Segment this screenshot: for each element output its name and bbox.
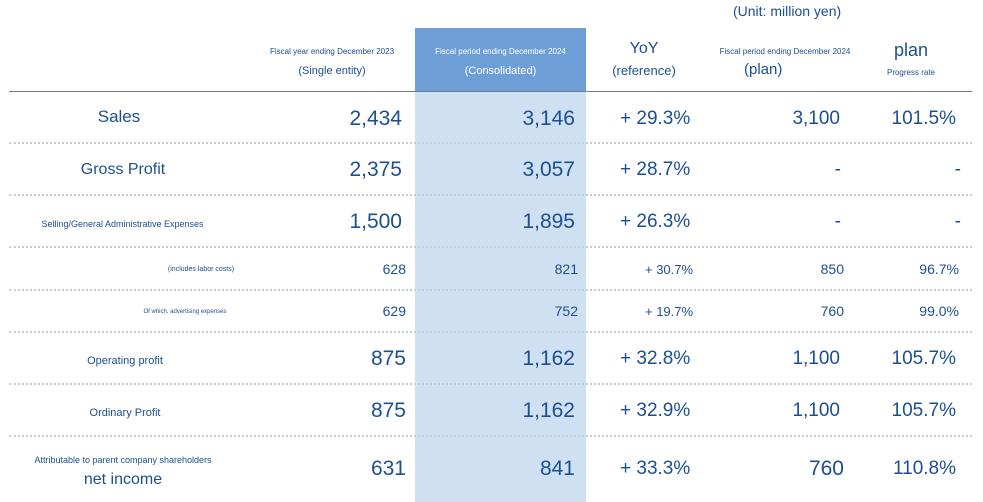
row-label-net-income: net income bbox=[83, 471, 163, 488]
row-divider bbox=[9, 194, 972, 196]
operating-profit-fy2023: 875 bbox=[370, 347, 406, 370]
net-income-yoy: + 33.3% bbox=[620, 458, 691, 479]
advertising-yoy: + 19.7% bbox=[645, 304, 694, 319]
labor-costs-fy2023: 628 bbox=[382, 261, 406, 277]
sga-plan: - bbox=[834, 211, 841, 232]
header-progress-line2: Progress rate bbox=[886, 68, 936, 77]
header-plan-line2: (plan) bbox=[744, 61, 783, 78]
row-label-sales: Sales bbox=[97, 107, 141, 126]
sales-fy2023: 2,434 bbox=[349, 107, 402, 130]
header-plan-line1: Fiscal period ending December 2024 bbox=[719, 47, 851, 56]
header-plan: Fiscal period ending December 2024 (plan… bbox=[710, 47, 860, 78]
row-divider bbox=[9, 246, 972, 248]
advertising-fy2023: 629 bbox=[382, 303, 406, 319]
sga-yoy: + 26.3% bbox=[620, 211, 691, 232]
net-income-plan: 760 bbox=[808, 457, 844, 480]
advertising-progress: 99.0% bbox=[919, 303, 959, 319]
fy2024-column-highlight bbox=[415, 28, 586, 502]
advertising-plan: 760 bbox=[820, 303, 844, 319]
fy2024-header-cell bbox=[415, 28, 586, 91]
ordinary-profit-progress: 105.7% bbox=[891, 400, 956, 421]
header-yoy: YoY (reference) bbox=[594, 40, 694, 78]
row-label-net-income-qualifier: Attributable to parent company sharehold… bbox=[34, 455, 212, 465]
header-fy2024: Fiscal period ending December 2024 (Cons… bbox=[415, 48, 586, 77]
row-divider bbox=[9, 331, 972, 333]
gross-profit-plan: - bbox=[834, 159, 841, 180]
row-label-advertising: Of which, advertising expenses bbox=[143, 309, 227, 315]
net-income-progress: 110.8% bbox=[892, 458, 956, 479]
sales-plan: 3,100 bbox=[792, 108, 840, 129]
sga-fy2023: 1,500 bbox=[349, 210, 402, 233]
row-label-gross-profit: Gross Profit bbox=[80, 161, 166, 178]
labor-costs-yoy: + 30.7% bbox=[645, 262, 694, 277]
header-fy2024-line2: (Consolidated) bbox=[464, 65, 537, 77]
row-label-ordinary-profit: Ordinary Profit bbox=[89, 407, 161, 419]
header-progress: plan Progress rate bbox=[868, 41, 954, 77]
gross-profit-yoy: + 28.7% bbox=[620, 159, 691, 180]
ordinary-profit-plan: 1,100 bbox=[792, 400, 840, 421]
ordinary-profit-fy2024: 1,162 bbox=[522, 399, 575, 422]
gross-profit-progress: - bbox=[954, 159, 961, 180]
header-fy2023-line2: (Single entity) bbox=[298, 65, 366, 77]
header-progress-line1: plan bbox=[893, 40, 929, 60]
row-divider bbox=[9, 142, 972, 144]
operating-profit-progress: 105.7% bbox=[891, 348, 956, 369]
row-divider bbox=[9, 383, 972, 385]
row-label-sga: Selling/General Administrative Expenses bbox=[41, 219, 204, 229]
sales-progress: 101.5% bbox=[891, 108, 956, 129]
row-label-labor-costs: (includes labor costs) bbox=[167, 266, 235, 273]
labor-costs-fy2024: 821 bbox=[554, 261, 578, 277]
sga-progress: - bbox=[954, 211, 961, 232]
sales-yoy: + 29.3% bbox=[620, 108, 691, 129]
operating-profit-plan: 1,100 bbox=[792, 348, 840, 369]
header-yoy-line1: YoY bbox=[629, 40, 659, 57]
net-income-fy2024: 841 bbox=[539, 457, 575, 480]
row-divider bbox=[9, 289, 972, 291]
ordinary-profit-yoy: + 32.9% bbox=[620, 400, 691, 421]
labor-costs-plan: 850 bbox=[820, 261, 844, 277]
row-label-operating-profit: Operating profit bbox=[87, 355, 163, 367]
gross-profit-fy2023: 2,375 bbox=[349, 158, 402, 181]
operating-profit-fy2024: 1,162 bbox=[522, 347, 575, 370]
header-rule bbox=[9, 91, 972, 92]
advertising-fy2024: 752 bbox=[554, 303, 578, 319]
operating-profit-yoy: + 32.8% bbox=[620, 348, 691, 369]
labor-costs-progress: 96.7% bbox=[919, 261, 959, 277]
header-fy2024-line1: Fiscal period ending December 2024 bbox=[435, 47, 566, 56]
header-fy2023-line1: Fiscal year ending December 2023 bbox=[269, 47, 395, 56]
header-yoy-line2: (reference) bbox=[612, 63, 676, 78]
gross-profit-fy2024: 3,057 bbox=[522, 158, 575, 181]
sales-fy2024: 3,146 bbox=[522, 107, 575, 130]
header-fy2023: Fiscal year ending December 2023 (Single… bbox=[262, 48, 402, 77]
net-income-fy2023: 631 bbox=[370, 457, 406, 480]
ordinary-profit-fy2023: 875 bbox=[370, 399, 406, 422]
sga-fy2024: 1,895 bbox=[522, 210, 575, 233]
row-divider bbox=[9, 435, 972, 437]
unit-label: (Unit: million yen) bbox=[733, 3, 842, 19]
